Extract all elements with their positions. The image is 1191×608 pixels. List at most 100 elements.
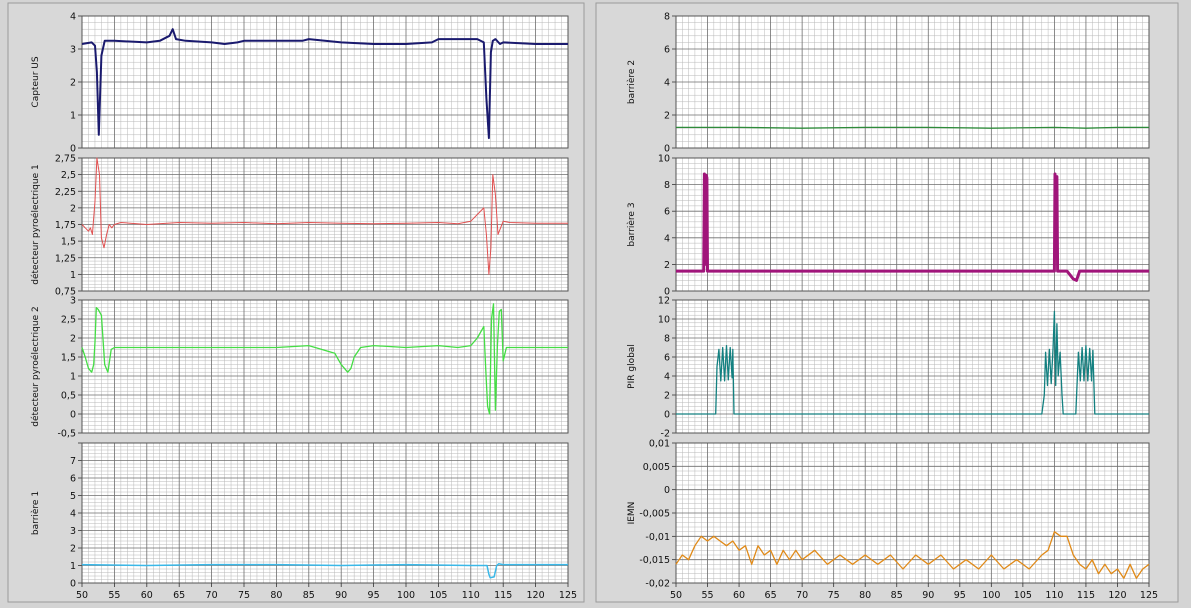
series-line-barriere3: [676, 172, 1149, 282]
x-tick-label: 65: [173, 590, 185, 601]
x-tick-label: 95: [954, 590, 966, 601]
y-tick-label: 0: [664, 485, 670, 496]
x-tick-label: 80: [270, 590, 282, 601]
y-tick-label: 1: [70, 270, 76, 281]
y-tick-label: 3: [70, 526, 76, 537]
y-tick-label: 3: [70, 45, 76, 56]
x-tick-label: 115: [494, 590, 512, 601]
y-tick-label: 8: [664, 180, 670, 191]
x-tick-label: 70: [206, 590, 218, 601]
y-tick-label: 0,01: [649, 439, 670, 450]
y-tick-label: 0: [664, 410, 670, 421]
series-line-iemn: [675, 531, 1150, 579]
y-tick-label: 1,5: [61, 353, 76, 364]
y-tick-label: 2,5: [61, 315, 76, 326]
x-tick-label: 100: [982, 590, 1000, 601]
x-tick-label: 125: [559, 590, 577, 601]
y-axis-title: barrière 1: [30, 491, 41, 535]
x-tick-label: 110: [462, 590, 480, 601]
series-line-capteur-us: [81, 28, 568, 140]
x-tick-label: 125: [1140, 590, 1158, 601]
y-tick-label: 2: [664, 260, 670, 271]
y-tick-label: 6: [70, 474, 76, 485]
x-tick-label: 50: [76, 590, 88, 601]
x-tick-label: 65: [765, 590, 777, 601]
y-tick-label: 8: [664, 334, 670, 345]
y-axis-title: barrière 3: [626, 202, 637, 246]
y-tick-label: -2: [661, 429, 670, 440]
y-axis-title: détecteur pyroélectrique 2: [30, 306, 41, 426]
y-tick-label: -0,005: [639, 509, 670, 520]
y-axis-title: barrière 2: [626, 60, 637, 104]
x-tick-label: 115: [1077, 590, 1095, 601]
y-tick-label: 12: [658, 296, 670, 307]
series-line-pyro1: [81, 157, 568, 275]
chart-capteur-us: 0 1 2 3 4 Capteur US: [31, 12, 569, 155]
chart-iemn: -0,02 -0,015 -0,01 -0,005 0 0,005 0,01 IEMN 50 55…: [627, 439, 1158, 602]
y-tick-label: 0,5: [61, 391, 76, 402]
plot-frame: [81, 299, 569, 434]
y-tick-label: 4: [664, 78, 670, 89]
x-tick-label: 120: [527, 590, 545, 601]
y-tick-label: 10: [658, 154, 670, 165]
x-tick-label: 75: [238, 590, 250, 601]
x-tick-label: 50: [670, 590, 682, 601]
y-tick-label: 1,5: [61, 237, 76, 248]
y-axis-title: Capteur US: [31, 56, 41, 107]
chart-pyro1: 0,75 1 1,25 1,5 1,75 2 2,25 2,5 2,75 détecteur py…: [30, 154, 569, 298]
y-tick-label: 2,75: [55, 154, 76, 165]
y-tick-label: 2: [70, 203, 76, 214]
y-tick-label: 8: [664, 12, 670, 23]
y-tick-label: 2: [70, 78, 76, 89]
series-line-barriere2: [676, 126, 1149, 129]
y-tick-label: 2,5: [61, 170, 76, 181]
plot-frame: [675, 442, 1150, 584]
y-tick-label: 5: [70, 491, 76, 502]
y-tick-label: 4: [664, 233, 670, 244]
y-tick-label: 1,75: [55, 220, 76, 231]
plot-frame: [675, 157, 1150, 292]
plot-frame: [675, 15, 1150, 149]
x-tick-label: 90: [922, 590, 934, 601]
chart-barriere2: 0 2 4 6 8 barrière 2: [626, 12, 1150, 155]
y-tick-label: 0: [70, 144, 76, 155]
y-tick-label: 0: [70, 410, 76, 421]
series-line-pir-global: [676, 310, 1149, 415]
x-tick-label: 105: [1014, 590, 1032, 601]
x-tick-label: 110: [1045, 590, 1063, 601]
y-tick-label: 10: [658, 315, 670, 326]
y-tick-label: -0,015: [639, 555, 670, 566]
y-tick-label: 6: [664, 45, 670, 56]
y-tick-label: 2: [664, 391, 670, 402]
x-tick-label: 90: [335, 590, 347, 601]
plot-frame: [81, 442, 569, 584]
y-tick-label: 2: [70, 334, 76, 345]
plot-area: [676, 158, 1149, 291]
y-tick-label: 6: [664, 353, 670, 364]
y-tick-label: -0,01: [645, 532, 670, 543]
y-tick-label: 1: [70, 372, 76, 383]
y-axis-title: PIR global: [627, 344, 637, 389]
y-tick-label: 0: [664, 287, 670, 298]
y-tick-label: 4: [70, 509, 76, 520]
x-tick-label: 85: [891, 590, 903, 601]
plot-area: [82, 300, 568, 433]
x-tick-label: 95: [368, 590, 380, 601]
x-tick-label: 75: [828, 590, 840, 601]
y-tick-label: 4: [70, 12, 76, 23]
y-tick-label: 0: [70, 579, 76, 590]
y-tick-label: 6: [664, 207, 670, 218]
y-tick-label: 4: [664, 372, 670, 383]
chart-pir-global: -2 0 2 4 6 8 10 12 PIR global: [627, 296, 1150, 440]
plot-area: [676, 300, 1149, 433]
y-tick-label: 0,75: [55, 287, 76, 298]
chart-barriere1: 0 1 2 3 4 5 6 7 barrière 1 50 55 60 65 70 75 80 85 90 95 10…: [30, 442, 577, 601]
y-tick-label: 1: [70, 561, 76, 572]
y-tick-label: 2: [70, 544, 76, 555]
x-tick-label: 70: [796, 590, 808, 601]
y-tick-label: 1,25: [55, 253, 76, 264]
y-tick-label: 2: [664, 111, 670, 122]
x-tick-label: 100: [397, 590, 415, 601]
series-line-barriere1: [81, 563, 568, 579]
